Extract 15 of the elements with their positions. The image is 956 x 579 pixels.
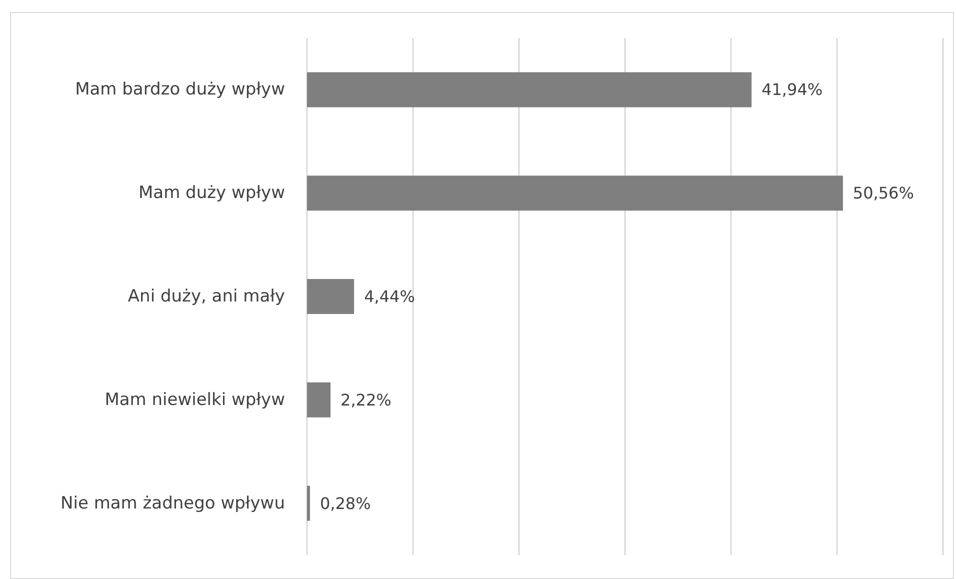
y-tick-label: Mam niewielki wpływ xyxy=(104,390,286,410)
y-tick-label: Mam bardzo duży wpływ xyxy=(75,80,286,100)
y-tick-label: Mam duży wpływ xyxy=(138,183,286,204)
bar xyxy=(307,486,310,521)
data-label: 41,94% xyxy=(762,80,823,100)
y-tick-label: Nie mam żadnego wpływu xyxy=(60,493,285,514)
bar xyxy=(307,279,354,314)
data-label: 4,44% xyxy=(364,287,415,306)
y-tick-label: Ani duży, ani mały xyxy=(128,286,285,306)
bar xyxy=(307,382,331,418)
bar xyxy=(307,176,843,211)
data-label: 50,56% xyxy=(852,184,914,203)
data-label: 2,22% xyxy=(340,390,392,410)
data-label: 0,28% xyxy=(320,494,371,513)
bar xyxy=(307,72,752,108)
